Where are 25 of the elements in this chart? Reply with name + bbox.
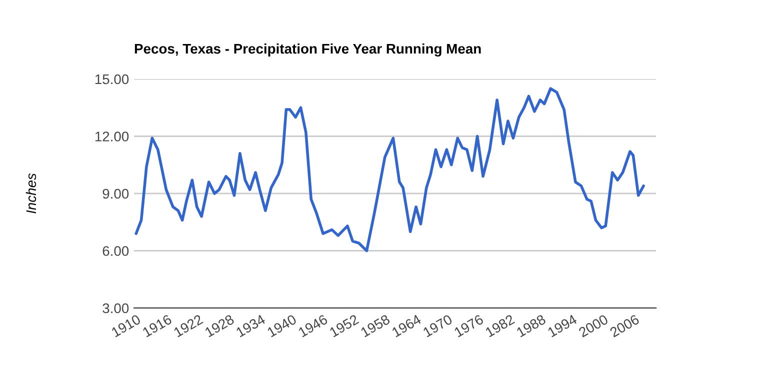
y-tick-label: 15.00 bbox=[95, 74, 129, 84]
x-tick-label: 1970 bbox=[422, 314, 453, 338]
y-tick-label: 6.00 bbox=[102, 246, 129, 256]
line-series bbox=[134, 87, 645, 252]
x-tick-label: 1994 bbox=[547, 314, 578, 338]
x-tick-label: 1988 bbox=[516, 314, 546, 338]
x-tick-label: 1916 bbox=[142, 314, 172, 338]
y-tick-label: 12.00 bbox=[95, 132, 129, 142]
x-tick-label: 1928 bbox=[204, 314, 235, 338]
chart-title: Pecos, Texas - Precipitation Five Year Running Mean bbox=[134, 43, 481, 57]
y-tick-label: 3.00 bbox=[102, 303, 129, 314]
x-tick-label: 1922 bbox=[173, 314, 204, 338]
x-tick-label: 2006 bbox=[609, 314, 640, 338]
y-tick-label: 9.00 bbox=[102, 188, 129, 199]
y-axis-title: Inches bbox=[26, 173, 36, 214]
x-tick-label: 1964 bbox=[391, 314, 422, 338]
x-tick-label: 1958 bbox=[360, 314, 390, 338]
x-tick-label: 2000 bbox=[578, 314, 609, 338]
x-tick-label: 1976 bbox=[454, 314, 484, 338]
x-tick-label: 1952 bbox=[329, 314, 360, 338]
x-tick-label: 1982 bbox=[484, 314, 516, 338]
x-tick-label: 1940 bbox=[266, 314, 298, 338]
x-tick-label: 1946 bbox=[298, 314, 328, 338]
x-tick-label: 1910 bbox=[110, 314, 142, 338]
x-tick-label: 1934 bbox=[236, 314, 266, 338]
